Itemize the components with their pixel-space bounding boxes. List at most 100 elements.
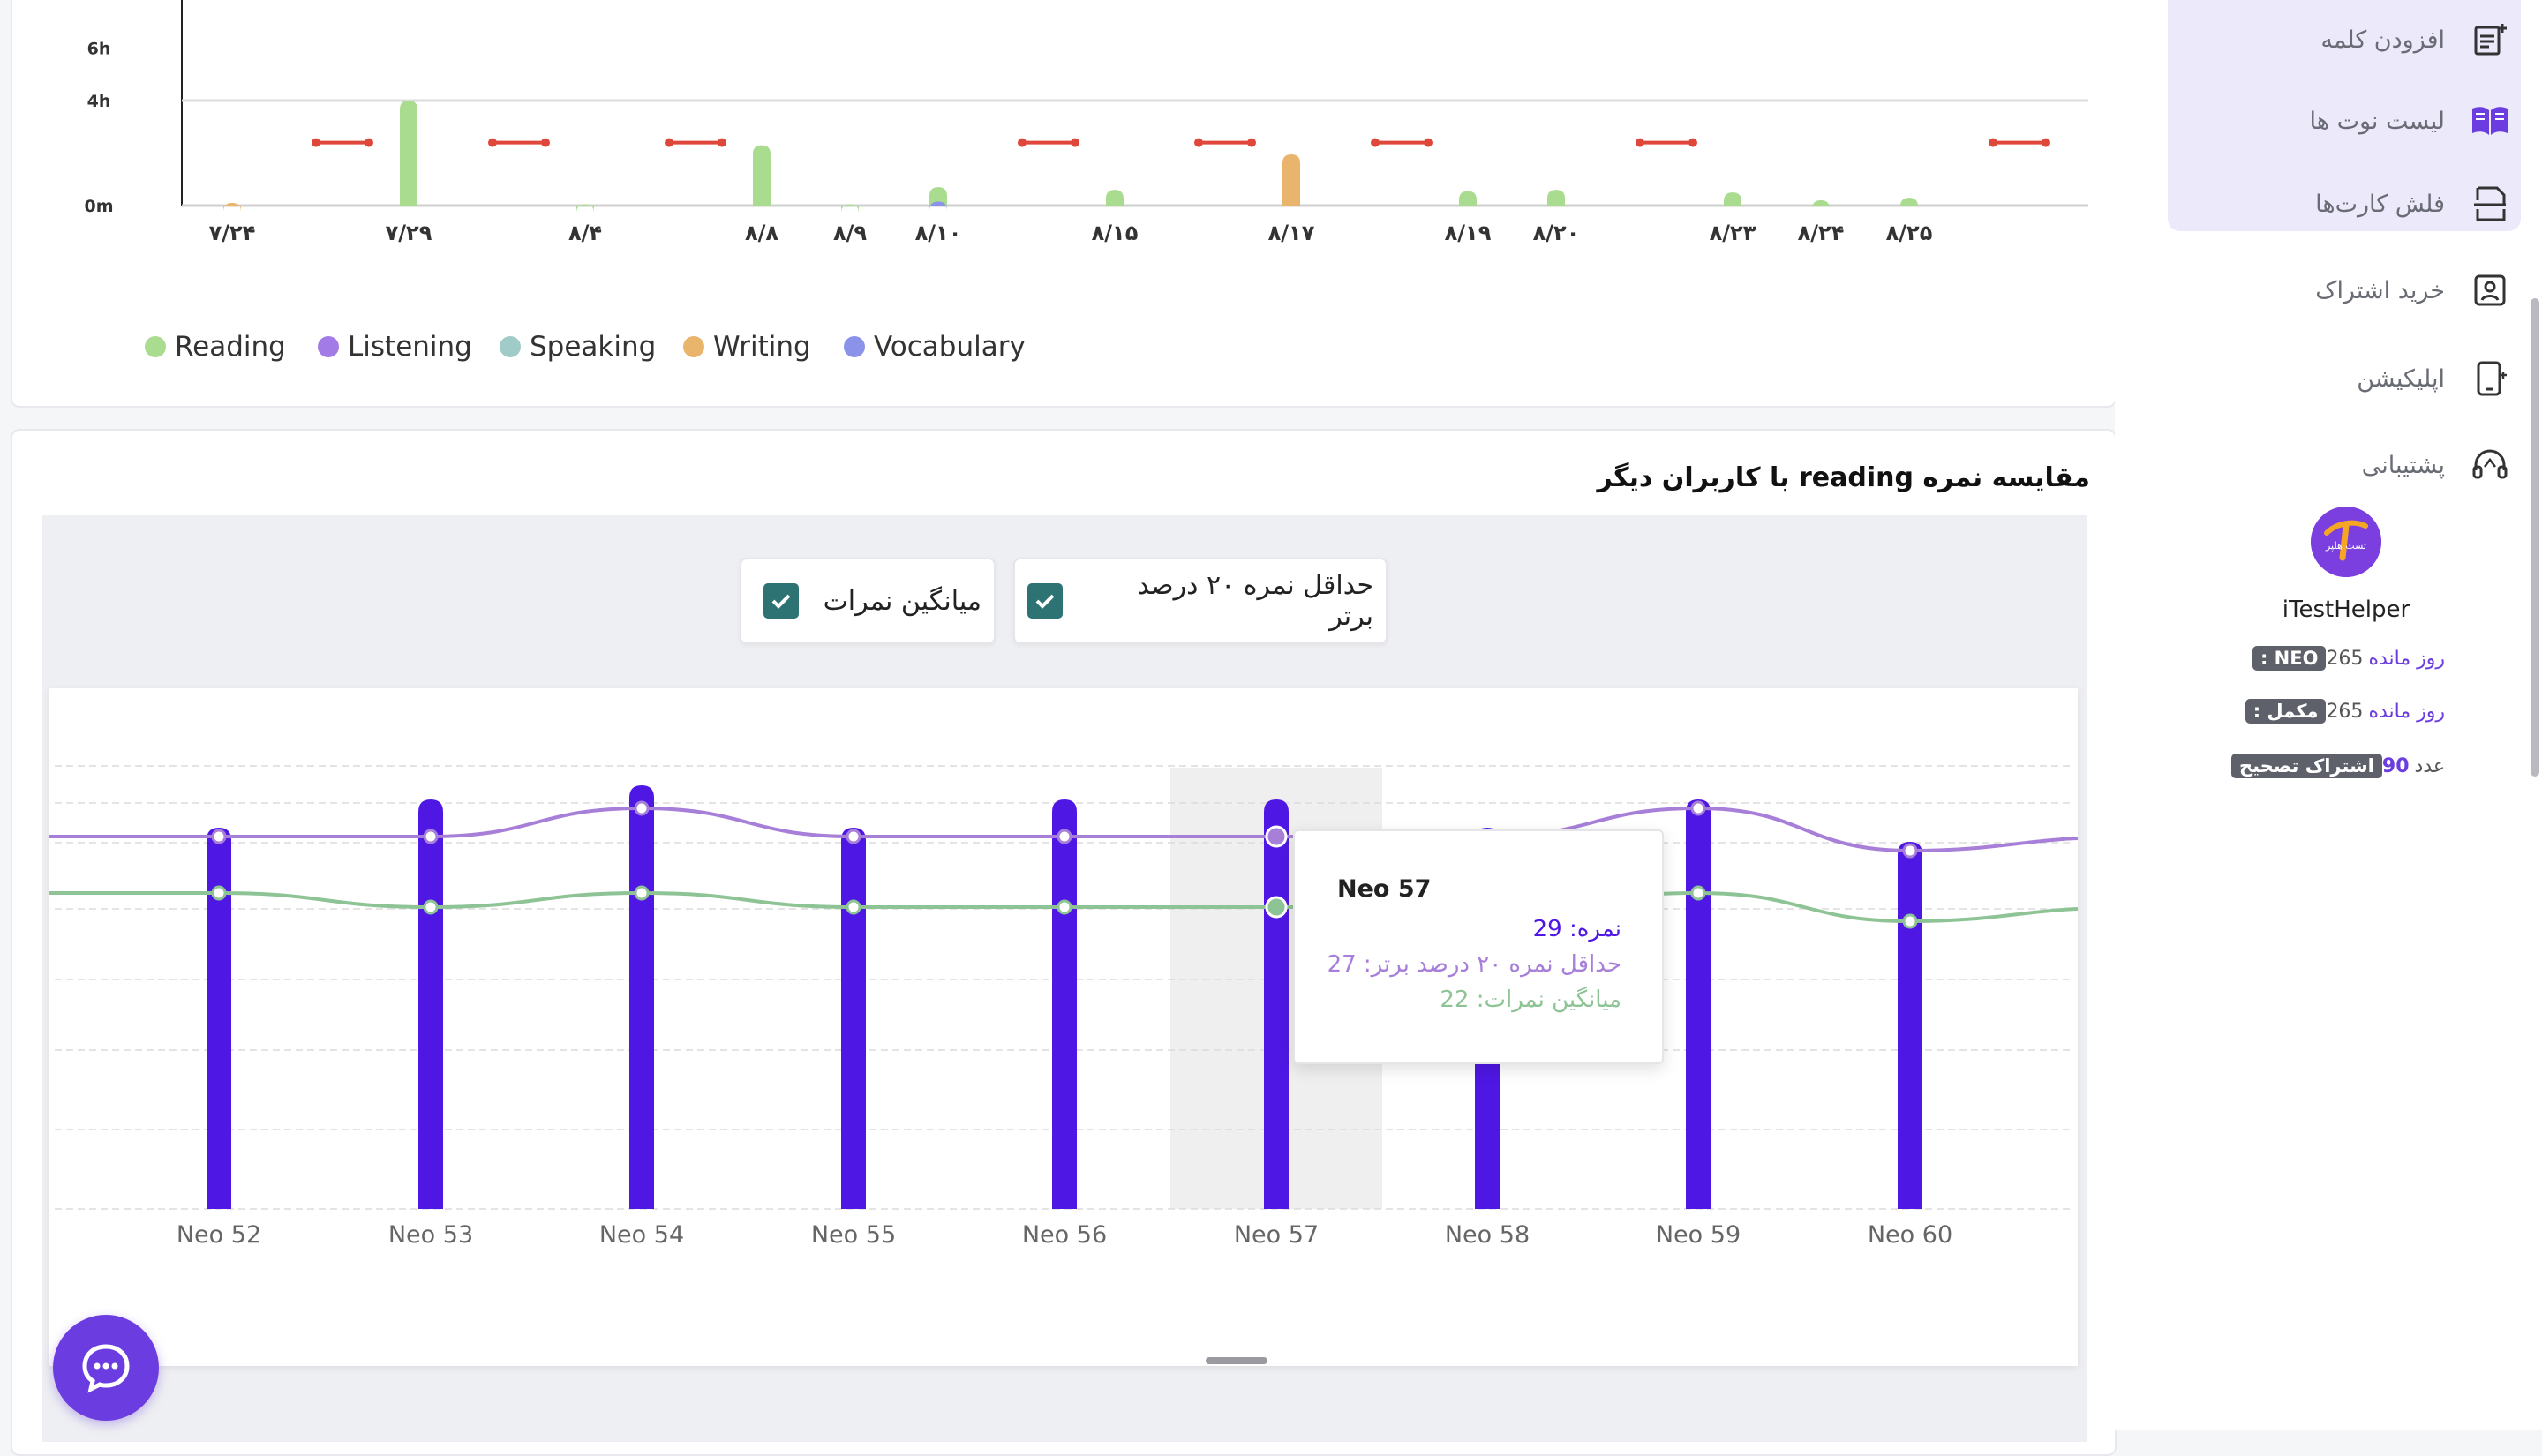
target-marker-end — [1018, 138, 1027, 147]
average-point — [1265, 896, 1288, 919]
top20-point — [1057, 829, 1072, 844]
average-point — [1057, 899, 1072, 915]
score-bar — [841, 828, 866, 1209]
x-tick-label: Neo 60 — [1868, 1221, 1952, 1249]
chat-icon — [82, 1344, 130, 1393]
target-marker-end — [1371, 138, 1380, 147]
sidebar-item-label: لیست نوت ها — [2309, 107, 2445, 135]
activity-chart: 6h 4h 0m ۷/۲۴ ۷/۲۹ ۸/۴ ۸/۸ ۸/۹ ۸/۱۰ ۸/۱۵ ۸/۱۷ ۸/۱۹ ۸… — [84, 0, 2088, 245]
scrollbar-thumb[interactable] — [2531, 298, 2539, 777]
x-tick-label: ۸/۱۹ — [1445, 221, 1492, 245]
x-tick-label: ۸/۲۳ — [1710, 221, 1756, 245]
app-icon — [2468, 356, 2512, 401]
top20-point — [1902, 843, 1918, 859]
check-icon — [771, 594, 790, 609]
sidebar-item-subscribe[interactable]: خرید اشتراک — [2159, 251, 2512, 330]
flashcard-icon — [2468, 182, 2512, 226]
subscription-unit: روز مانده — [2368, 647, 2445, 670]
comparison-title: مقایسه نمره reading با کاربران دیگر — [1597, 462, 2090, 493]
book-icon — [2468, 99, 2512, 143]
score-bar — [418, 799, 443, 1209]
activity-bar — [1459, 191, 1477, 206]
average-point — [1902, 913, 1918, 929]
legend-label: Speaking — [530, 331, 657, 363]
subscription-unit: عدد — [2414, 754, 2445, 777]
average-line — [49, 890, 2078, 924]
writing-dot — [683, 336, 704, 357]
activity-chart-card: 6h 4h 0m ۷/۲۴ ۷/۲۹ ۸/۴ ۸/۸ ۸/۹ ۸/۱۰ ۸/۱۵ ۸/۱۷ ۸/۱۹ ۸… — [11, 0, 2117, 408]
checkbox-top20[interactable] — [1027, 583, 1063, 619]
target-marker-end — [2042, 138, 2050, 147]
legend-speaking[interactable]: Speaking — [500, 331, 656, 363]
tooltip-average: میانگین نمرات: 22 — [1440, 987, 1621, 1013]
x-tick-label: ۸/۲۵ — [1886, 221, 1933, 245]
sidebar-item-app[interactable]: اپلیکیشن — [2159, 339, 2512, 418]
legend-vocabulary[interactable]: Vocabulary — [844, 331, 1026, 363]
sidebar-item-flashcards[interactable]: فلش کارت‌ها — [2159, 164, 2512, 244]
average-point — [211, 885, 227, 901]
sidebar-item-label: اپلیکیشن — [2357, 364, 2445, 393]
score-bar — [207, 828, 231, 1209]
tooltip-score: نمره: 29 — [1532, 916, 1621, 942]
activity-bar — [223, 203, 241, 213]
top20-point — [211, 829, 227, 844]
chart-tooltip: Neo 57 نمره: 29 حداقل نمره ۲۰ درصد برتر:… — [1293, 829, 1664, 1064]
resize-handle[interactable] — [1206, 1357, 1267, 1364]
reading-dot — [145, 336, 166, 357]
chat-button[interactable] — [53, 1315, 159, 1421]
x-tick-label: ۷/۲۹ — [386, 221, 432, 245]
top20-point — [846, 829, 861, 844]
subscription-neo: NEO : 265 روز مانده — [2245, 646, 2450, 671]
sidebar: افزودن کلمه لیست نوت ها فلش کارت‌ها خرید… — [2115, 0, 2542, 1430]
subscription-count: 265 — [2326, 647, 2364, 670]
activity-bar — [929, 201, 947, 211]
sidebar-item-label: خرید اشتراک — [2315, 276, 2445, 304]
subscription-badge: اشتراک تصحیح — [2230, 754, 2382, 778]
legend-listening[interactable]: Listening — [318, 331, 472, 363]
comparison-chart: Neo 52 Neo 53 Neo 54 Neo 55 Neo 56 Neo 57 Neo … — [49, 765, 2078, 1249]
score-bar — [1052, 799, 1077, 1209]
sidebar-item-label: افزودن کلمه — [2320, 26, 2445, 54]
activity-bar — [1812, 200, 1830, 210]
tooltip-top20: حداقل نمره ۲۰ درصد برتر: 27 — [1327, 951, 1621, 978]
subscription-badge: مکمل : — [2245, 699, 2327, 724]
sidebar-item-label: پشتیبانی — [2361, 451, 2445, 479]
tooltip-title: Neo 57 — [1337, 875, 1432, 903]
speaking-dot — [500, 336, 521, 357]
average-point — [846, 899, 861, 915]
score-bar — [629, 785, 654, 1209]
sidebar-vocab-group — [2168, 0, 2521, 231]
x-tick-label: Neo 57 — [1234, 1221, 1319, 1249]
toggle-top20-label: حداقل نمره ۲۰ درصد برتر — [1137, 570, 1373, 632]
top20-point — [1690, 800, 1706, 816]
legend-reading[interactable]: Reading — [145, 331, 286, 363]
target-marker-end — [488, 138, 497, 147]
x-tick-label: ۸/۲۴ — [1798, 221, 1845, 245]
sidebar-item-support[interactable]: پشتیبانی — [2159, 425, 2512, 505]
score-bar — [1264, 799, 1289, 1209]
sidebar-item-notes[interactable]: لیست نوت ها — [2159, 81, 2512, 161]
scrollbar[interactable] — [2528, 0, 2542, 1430]
activity-bar — [1547, 190, 1565, 206]
activity-bar — [929, 187, 947, 206]
toggle-top20[interactable]: حداقل نمره ۲۰ درصد برتر — [1013, 558, 1388, 644]
legend-label: Writing — [713, 331, 811, 363]
add-note-icon — [2468, 18, 2512, 62]
checkbox-average[interactable] — [763, 583, 799, 619]
y-tick-label: 0m — [84, 197, 113, 216]
avatar[interactable]: تست هلپر — [2311, 507, 2381, 577]
subscription-count: 265 — [2326, 700, 2364, 723]
toggle-average-label: میانگین نمرات — [823, 585, 981, 617]
logo-icon: تست هلپر — [2311, 507, 2381, 577]
average-point — [423, 899, 439, 915]
target-marker-end — [312, 138, 320, 147]
legend-writing[interactable]: Writing — [683, 331, 811, 363]
headset-icon — [2468, 443, 2512, 487]
sidebar-item-add-word[interactable]: افزودن کلمه — [2159, 0, 2512, 79]
x-tick-label: Neo 54 — [599, 1221, 684, 1249]
target-marker-end — [1247, 138, 1256, 147]
toggle-average[interactable]: میانگین نمرات — [740, 558, 996, 644]
target-marker-end — [1688, 138, 1697, 147]
activity-bar — [1106, 190, 1124, 206]
subscription-complement: مکمل : 265 روز مانده — [2238, 699, 2450, 724]
